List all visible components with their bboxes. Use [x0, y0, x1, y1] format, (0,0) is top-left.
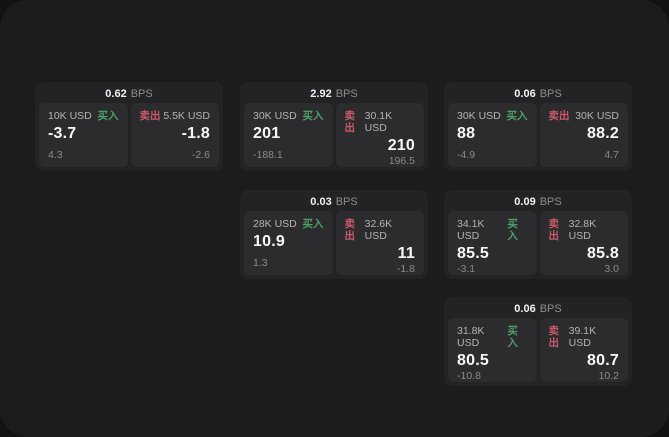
buy-quote[interactable]: 10K USD 买入 -3.7 4.3: [39, 103, 128, 167]
sell-quote[interactable]: 卖出 30.1K USD 210 196.5: [335, 103, 424, 167]
buy-price: 88: [457, 125, 476, 142]
bps-value: 2.92: [310, 88, 332, 100]
buy-quote[interactable]: 30K USD 买入 201 -188.1: [244, 103, 333, 167]
bps-unit: BPS: [539, 88, 562, 100]
sell-amount: 5.5K USD: [163, 110, 210, 122]
sell-amount: 39.1K USD: [568, 325, 597, 349]
buy-price: 10.9: [253, 233, 285, 250]
buy-price: 80.5: [457, 352, 489, 369]
quote-card: 0.06 BPS 30K USD 买入 88 -4.9 卖出 30K USD 8…: [444, 82, 632, 171]
bps-value: 0.06: [514, 303, 536, 315]
buy-amount: 30K USD: [253, 110, 297, 122]
sell-sub-value: 3.0: [604, 263, 619, 275]
buy-quote[interactable]: 30K USD 买入 88 -4.9: [448, 103, 537, 167]
bps-unit: BPS: [335, 88, 358, 100]
sell-amount: 32.8K USD: [568, 218, 597, 242]
buy-price: 201: [253, 125, 281, 142]
sell-price: 85.8: [587, 245, 619, 262]
buy-sub-value: -188.1: [253, 149, 283, 161]
buy-amount: 31.8K USD: [457, 325, 485, 349]
buy-sub-value: -10.8: [457, 370, 481, 382]
bps-header: 0.62 BPS: [39, 85, 219, 103]
sell-quote[interactable]: 卖出 39.1K USD 80.7 10.2: [539, 318, 628, 382]
quote-card: 0.09 BPS 34.1K USD 买入 85.5 -3.1 卖出 32.8K…: [444, 190, 632, 279]
sell-price: 88.2: [587, 125, 619, 142]
buy-price: -3.7: [48, 125, 77, 142]
buy-amount: 10K USD: [48, 110, 92, 122]
bps-value: 0.06: [514, 88, 536, 100]
buy-tag: 买入: [302, 110, 324, 122]
sell-tag: 卖出: [548, 218, 560, 242]
buy-tag: 买入: [302, 218, 324, 230]
sell-sub-value: 10.2: [598, 370, 619, 382]
sell-quote[interactable]: 卖出 32.8K USD 85.8 3.0: [539, 211, 628, 275]
bps-header: 2.92 BPS: [244, 85, 424, 103]
buy-quote[interactable]: 34.1K USD 买入 85.5 -3.1: [448, 211, 537, 275]
sell-price: 11: [397, 245, 415, 262]
sell-price: 210: [387, 137, 415, 154]
sell-price: -1.8: [181, 125, 210, 142]
bps-value: 0.03: [310, 196, 332, 208]
bps-value: 0.09: [514, 196, 536, 208]
bps-unit: BPS: [539, 303, 562, 315]
buy-price: 85.5: [457, 245, 489, 262]
sell-tag: 卖出: [548, 110, 570, 122]
buy-sub-value: -4.9: [457, 149, 476, 161]
buy-quote[interactable]: 31.8K USD 买入 80.5 -10.8: [448, 318, 537, 382]
sell-sub-value: -1.8: [396, 263, 415, 275]
sell-tag: 卖出: [344, 218, 356, 242]
sell-quote[interactable]: 卖出 5.5K USD -1.8 -2.6: [130, 103, 219, 167]
sell-tag: 卖出: [139, 110, 161, 122]
sell-tag: 卖出: [548, 325, 560, 349]
buy-tag: 买入: [506, 110, 528, 122]
quote-card: 0.03 BPS 28K USD 买入 10.9 1.3 卖出 32.6K US…: [240, 190, 428, 279]
sell-price: 80.7: [587, 352, 619, 369]
quote-card: 2.92 BPS 30K USD 买入 201 -188.1 卖出 30.1K …: [240, 82, 428, 171]
buy-amount: 28K USD: [253, 218, 297, 230]
bps-unit: BPS: [539, 196, 562, 208]
buy-sub-value: 4.3: [48, 149, 63, 161]
bps-header: 0.06 BPS: [448, 300, 628, 318]
sell-sub-value: -2.6: [191, 149, 210, 161]
buy-quote[interactable]: 28K USD 买入 10.9 1.3: [244, 211, 333, 275]
buy-amount: 30K USD: [457, 110, 501, 122]
bps-header: 0.09 BPS: [448, 193, 628, 211]
bps-value: 0.62: [105, 88, 127, 100]
quote-card: 0.06 BPS 31.8K USD 买入 80.5 -10.8 卖出 39.1…: [444, 297, 632, 386]
buy-amount: 34.1K USD: [457, 218, 485, 242]
buy-tag: 买入: [97, 110, 119, 122]
sell-quote[interactable]: 卖出 30K USD 88.2 4.7: [539, 103, 628, 167]
bps-header: 0.06 BPS: [448, 85, 628, 103]
buy-tag: 买入: [507, 218, 518, 242]
sell-quote[interactable]: 卖出 32.6K USD 11 -1.8: [335, 211, 424, 275]
buy-tag: 买入: [507, 325, 518, 349]
buy-sub-value: 1.3: [253, 257, 268, 269]
sell-amount: 30K USD: [575, 110, 619, 122]
buy-sub-value: -3.1: [457, 263, 476, 275]
quote-card: 0.62 BPS 10K USD 买入 -3.7 4.3 卖出 5.5K USD…: [35, 82, 223, 171]
sell-sub-value: 196.5: [388, 155, 415, 167]
sell-amount: 30.1K USD: [364, 110, 393, 134]
bps-unit: BPS: [335, 196, 358, 208]
sell-sub-value: 4.7: [604, 149, 619, 161]
bps-header: 0.03 BPS: [244, 193, 424, 211]
sell-amount: 32.6K USD: [364, 218, 393, 242]
sell-tag: 卖出: [344, 110, 356, 134]
bps-unit: BPS: [130, 88, 153, 100]
